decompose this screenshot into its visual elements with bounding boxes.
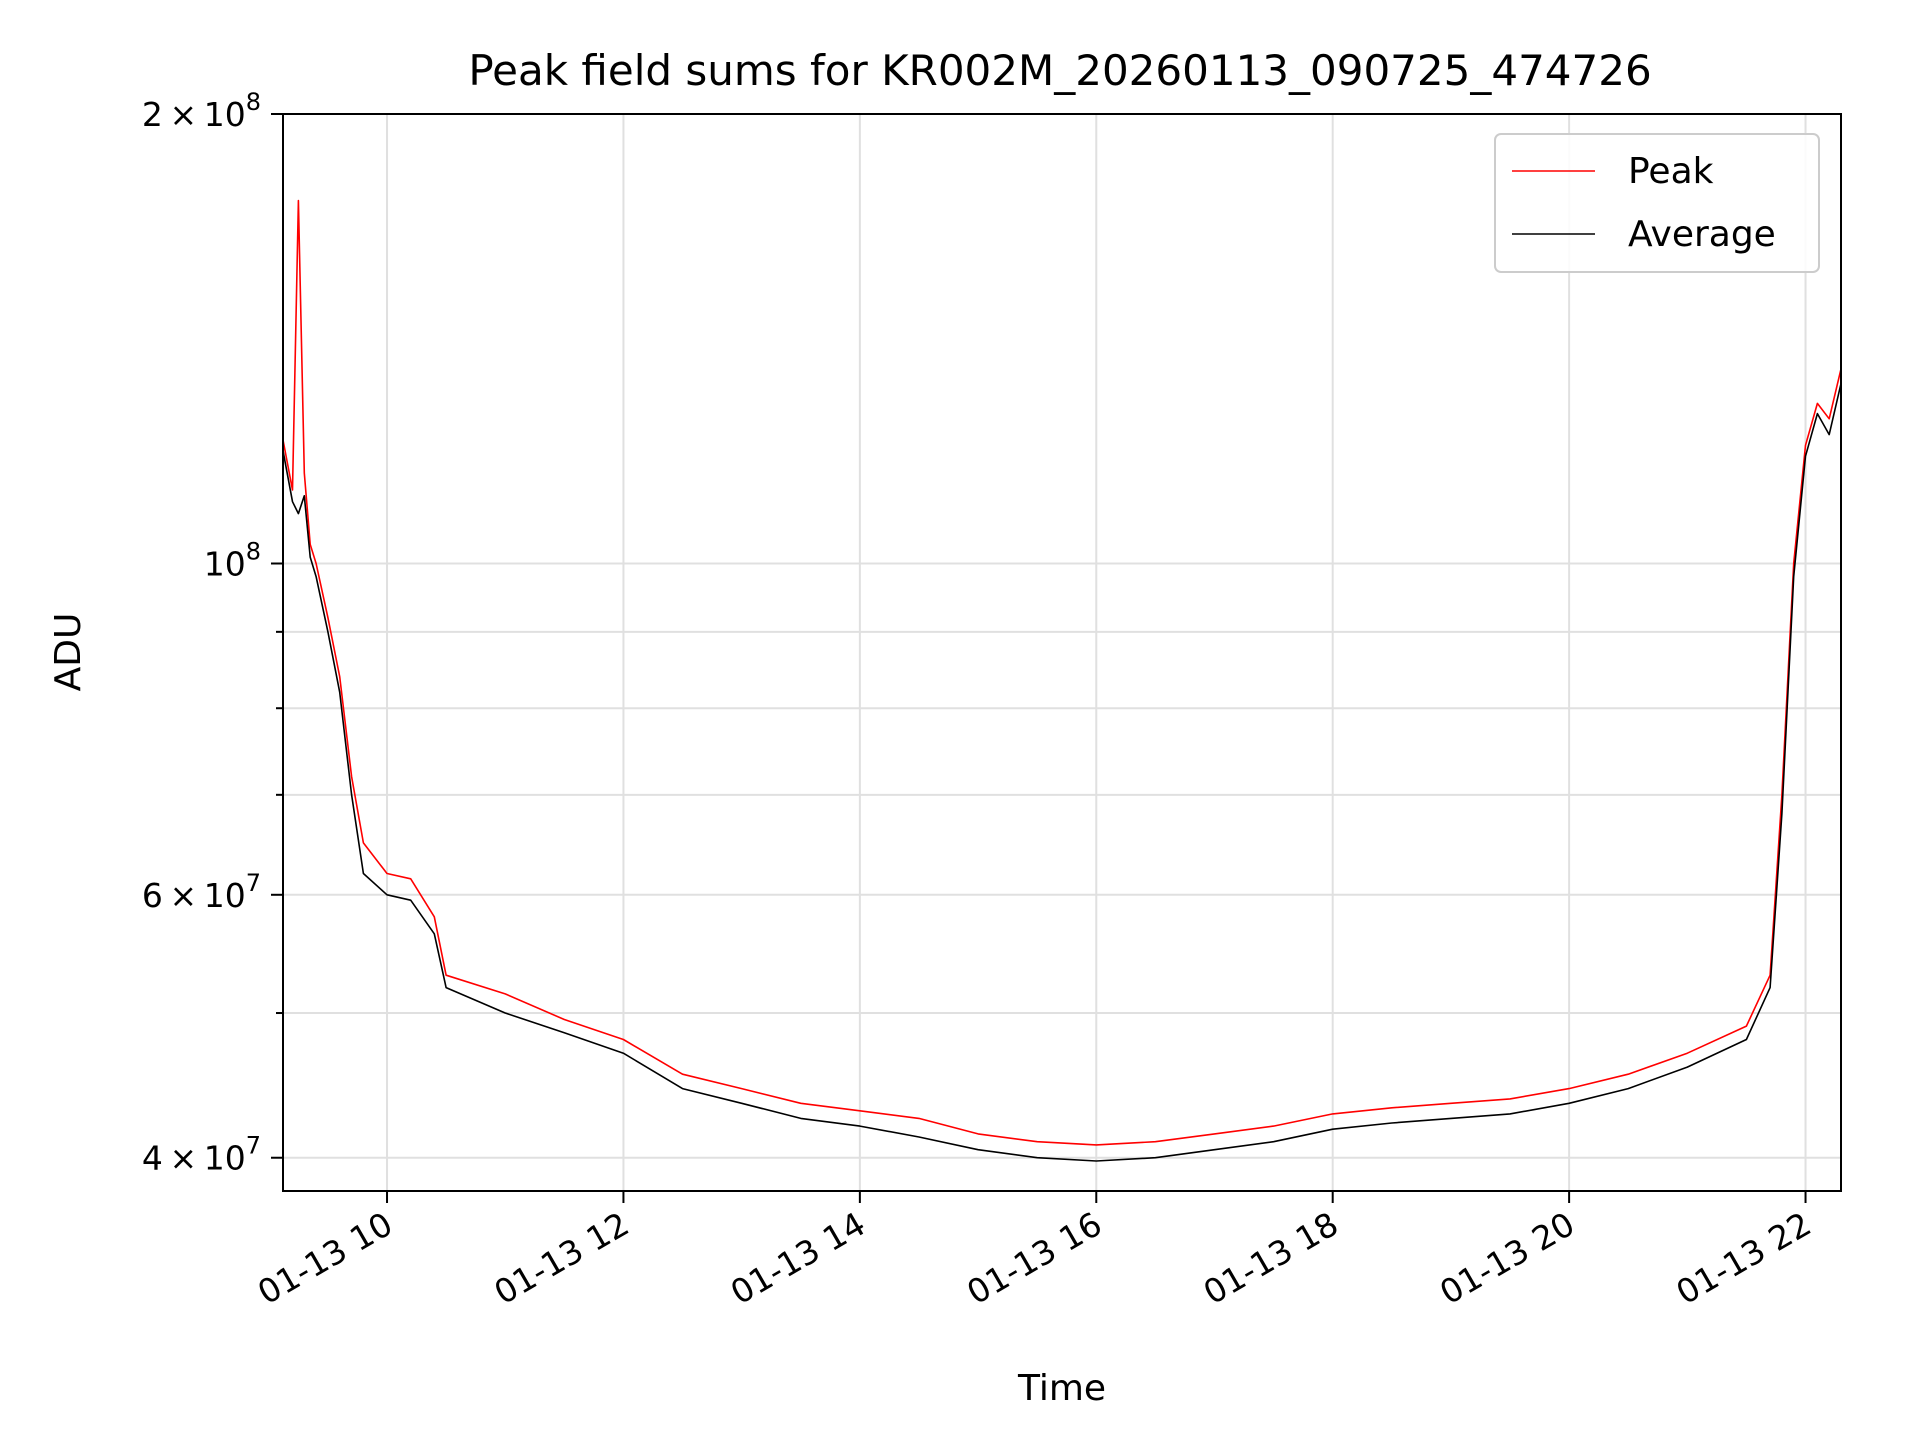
chart-title: Peak field sums for KR002M_20260113_0907…	[468, 46, 1651, 95]
y-axis: 4 × 107 6 × 107 108 2 × 108	[142, 88, 283, 1178]
series-peak-line	[282, 199, 1842, 1146]
y-tick-label: 2 × 108	[142, 88, 261, 134]
legend: Peak Average	[1494, 133, 1820, 273]
plot-frame	[282, 113, 1842, 1192]
y-axis-label: ADU	[48, 613, 89, 692]
series-layer	[282, 199, 1842, 1162]
y-tick-label: 4 × 107	[142, 1132, 261, 1178]
y-tick-label: 6 × 107	[142, 869, 261, 915]
legend-box	[1494, 133, 1820, 273]
legend-peak-label: Peak	[1628, 151, 1714, 192]
x-axis-label: Time	[1017, 1368, 1106, 1409]
series-average-line	[282, 383, 1842, 1162]
y-tick-label: 108	[204, 538, 261, 584]
legend-average-label: Average	[1628, 214, 1776, 255]
